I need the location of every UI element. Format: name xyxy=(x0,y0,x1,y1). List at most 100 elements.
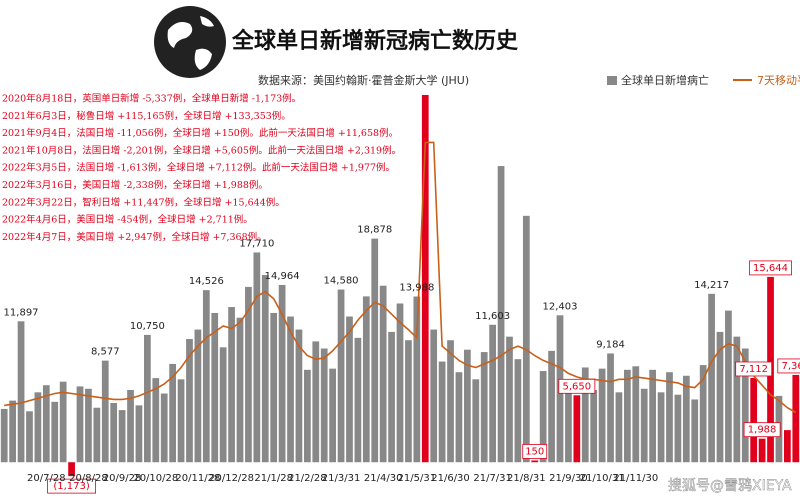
annotation: 2022年4月6日，美国日增 -454例，全球日增 +2,711例。 xyxy=(2,214,253,226)
bar xyxy=(101,360,109,463)
data-label: 15,644 xyxy=(753,263,788,274)
data-label: 5,650 xyxy=(563,381,592,392)
data-label: 17,710 xyxy=(239,238,274,249)
bar xyxy=(329,368,336,463)
annotation: 2021年6月3日，秘鲁日增 +115,165例，全球日增 +133,353例。 xyxy=(2,110,291,122)
data-label: 9,184 xyxy=(596,339,625,350)
bar xyxy=(750,377,758,463)
bar xyxy=(489,324,496,463)
x-tick-label: 20/11/28 xyxy=(175,473,220,484)
x-tick-label: 21/1/28 xyxy=(254,473,293,484)
bar xyxy=(354,337,362,463)
chart-title: 全球单日新增新冠病亡数历史 xyxy=(231,28,519,54)
bar xyxy=(691,399,699,463)
bar xyxy=(194,329,202,463)
data-label: 12,403 xyxy=(543,301,578,312)
bar xyxy=(396,303,404,463)
bar xyxy=(219,347,227,463)
bar xyxy=(506,336,513,463)
bar xyxy=(51,401,59,463)
bar xyxy=(666,372,673,463)
data-label: 18,878 xyxy=(357,225,392,236)
bar xyxy=(565,385,572,463)
bar xyxy=(270,312,278,463)
x-tick-label: 21/8/31 xyxy=(507,473,546,484)
bar xyxy=(236,317,244,463)
data-label: 14,217 xyxy=(694,280,729,291)
data-label: 10,750 xyxy=(130,321,165,332)
bar xyxy=(337,289,345,463)
bar xyxy=(93,407,101,463)
bar xyxy=(413,296,421,463)
bar xyxy=(76,386,84,463)
bar xyxy=(68,462,75,477)
bar xyxy=(34,392,42,463)
bar xyxy=(741,348,749,463)
bar xyxy=(514,359,522,463)
annotation: 2020年8月18日，英国单日新增 -5,337例，全球单日新增 -1,173例… xyxy=(2,93,301,105)
data-label: (1,173) xyxy=(53,481,90,492)
bar xyxy=(371,238,379,463)
bar xyxy=(17,321,25,463)
data-label: 7,112 xyxy=(739,364,768,375)
bar xyxy=(177,379,185,463)
bar xyxy=(784,430,791,463)
x-tick-label: 21/7/31 xyxy=(473,473,512,484)
bar xyxy=(674,394,682,463)
data-label: 8,577 xyxy=(91,347,120,358)
plot-area xyxy=(0,95,800,477)
bar xyxy=(228,307,235,463)
bar xyxy=(682,375,690,463)
watermark: 搜狐号@雪鸦XIEYA xyxy=(668,477,792,494)
bar xyxy=(649,369,656,463)
bar xyxy=(304,369,311,463)
bar xyxy=(531,460,539,463)
bar xyxy=(42,385,50,463)
bar xyxy=(0,408,8,463)
annotation: 2022年3月5日，法国日增 -1,613例，全球日增 +7,112例。此前一天… xyxy=(2,162,395,174)
legend-label: 全球单日新增病亡 xyxy=(621,73,709,87)
bar xyxy=(455,372,463,463)
bar xyxy=(792,374,800,463)
x-tick-label: 21/4/30 xyxy=(364,473,403,484)
bar xyxy=(657,392,665,463)
bar xyxy=(548,350,555,463)
annotation: 2022年3月22日，智利日增 +11,447例，全球日增 +15,644例。 xyxy=(2,196,285,208)
bar xyxy=(110,403,118,463)
bar xyxy=(539,371,547,463)
bar xyxy=(186,339,193,463)
data-label: 150 xyxy=(525,446,544,457)
annotations: 2020年8月18日，英国单日新增 -5,337例，全球单日新增 -1,173例… xyxy=(2,93,401,243)
bar xyxy=(261,275,269,463)
label-box xyxy=(558,378,596,394)
bar xyxy=(624,369,631,463)
bar xyxy=(135,405,143,463)
bar xyxy=(573,395,581,463)
label-box xyxy=(522,444,548,459)
bar xyxy=(278,284,286,463)
bar xyxy=(716,331,724,463)
bar xyxy=(640,388,648,463)
bar xyxy=(202,290,210,463)
bar xyxy=(127,389,134,463)
bar xyxy=(699,365,707,463)
annotation: 2022年3月16日，美国日增 -2,338例，全球日增 +1,988例。 xyxy=(2,179,268,191)
bar xyxy=(438,361,446,463)
x-tick-label: 21/9/30 xyxy=(549,473,588,484)
bar xyxy=(85,388,92,463)
bar xyxy=(632,366,640,463)
x-tick-label: 20/8/28 xyxy=(69,473,108,484)
data-label: 11,603 xyxy=(475,311,510,322)
legend-label: 7天移动平均 xyxy=(757,74,800,87)
bar xyxy=(118,410,126,463)
bar xyxy=(26,411,33,463)
bar xyxy=(312,341,320,463)
bar xyxy=(615,392,623,463)
bar xyxy=(362,296,370,463)
globe-icon xyxy=(154,6,226,78)
bar xyxy=(59,381,67,463)
x-tick-label: 20/12/28 xyxy=(209,473,254,484)
bar xyxy=(472,379,480,463)
bar xyxy=(447,340,454,463)
